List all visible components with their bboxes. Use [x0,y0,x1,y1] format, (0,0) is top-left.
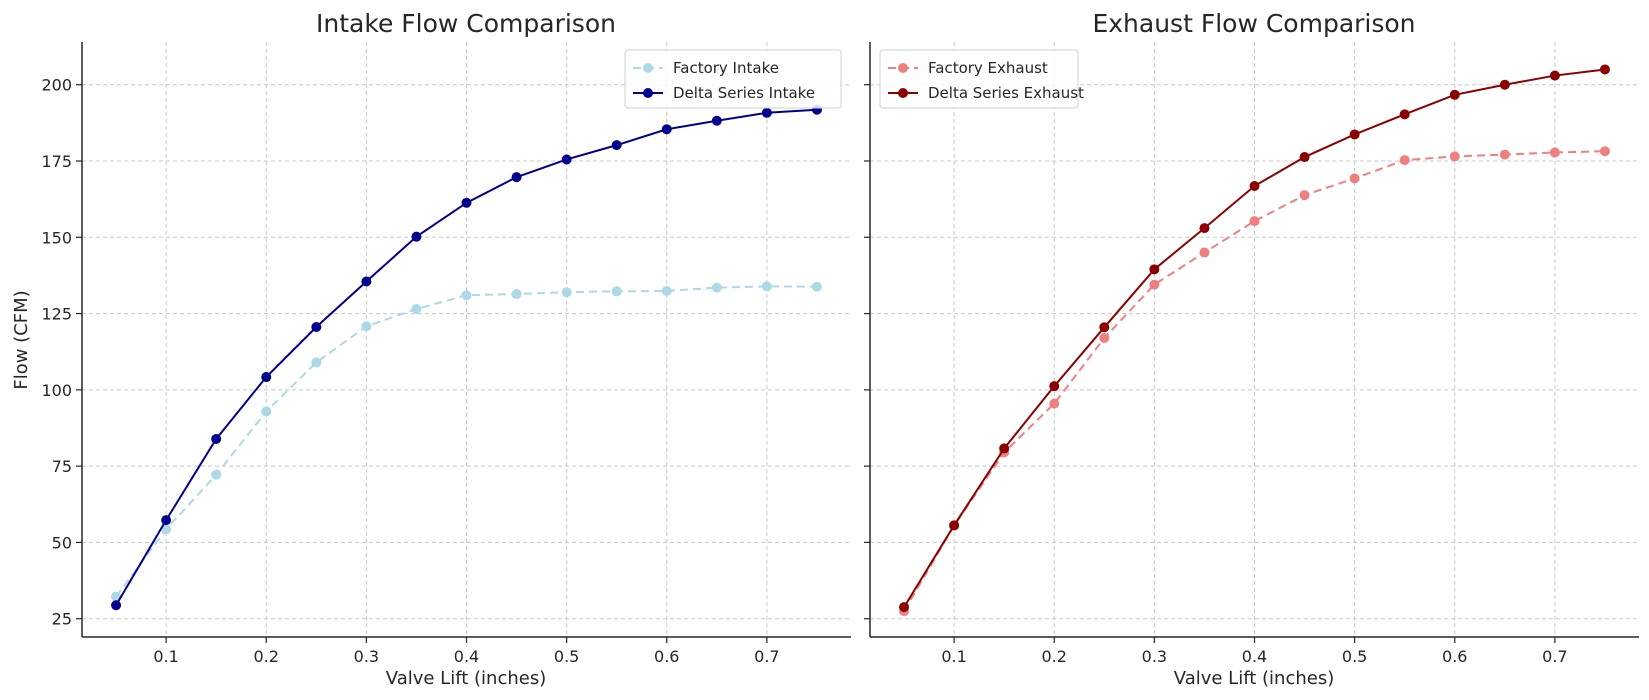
x-tick-label: 0.7 [754,647,779,666]
y-tick-label: 100 [41,381,72,400]
factory-exhaust-point [1149,279,1160,290]
x-tick-label: 0.3 [354,647,379,666]
delta-series-intake-point [261,372,272,383]
x-tick-label: 0.6 [1442,647,1467,666]
y-tick-label: 50 [52,533,72,552]
factory-intake-point [361,321,372,332]
x-tick-label: 0.4 [1242,647,1267,666]
factory-exhaust-point [1199,247,1210,258]
delta-series-intake-point [511,172,522,183]
delta-series-exhaust-point [1199,223,1210,234]
factory-exhaust-point [1599,146,1610,157]
x-tick-label: 0.1 [153,647,178,666]
delta-series-intake-point [411,231,422,242]
factory-intake-point [711,282,722,293]
delta-series-intake-point [111,600,122,611]
delta-series-exhaust-point [1299,152,1310,163]
x-tick-label: 0.4 [454,647,479,666]
intake-chart: Intake Flow Comparison Valve Lift (inche… [11,9,851,689]
x-tick-label: 0.2 [1042,647,1067,666]
legend-label: Factory Intake [673,59,779,77]
exhaust-chart-title: Exhaust Flow Comparison [1092,9,1415,38]
delta-series-intake-point [161,515,172,526]
x-tick-label: 0.1 [941,647,966,666]
delta-series-exhaust-point [1049,381,1060,392]
exhaust-legend [879,49,1079,109]
x-tick-label: 0.5 [554,647,579,666]
delta-series-intake-point [611,140,622,151]
factory-intake-point [311,357,322,368]
delta-series-intake-point [761,107,772,118]
factory-exhaust-point [1499,149,1510,160]
intake-x-axis-label: Valve Lift (inches) [386,668,546,689]
delta-series-intake-point [461,197,472,208]
delta-series-exhaust-point [1149,264,1160,275]
y-tick-label: 25 [52,610,72,629]
factory-intake-point [561,287,572,298]
delta-series-exhaust-point [1449,89,1460,100]
legend-swatch-marker [643,63,653,73]
factory-exhaust-point [1249,216,1260,227]
delta-series-exhaust-point [899,602,910,613]
factory-intake-point [811,281,822,292]
y-tick-label: 125 [41,305,72,324]
factory-exhaust-point [1349,173,1360,184]
delta-series-exhaust-point [1349,129,1360,140]
exhaust-x-axis-label: Valve Lift (inches) [1174,668,1334,689]
exhaust-chart: Exhaust Flow Comparison Valve Lift (inch… [864,9,1639,689]
factory-exhaust-point [1549,147,1560,158]
delta-series-exhaust-point [1099,322,1110,333]
x-tick-label: 0.3 [1142,647,1167,666]
y-tick-label: 150 [41,228,72,247]
legend-label: Factory Exhaust [928,59,1048,77]
delta-series-exhaust-point [1249,181,1260,192]
delta-series-intake-point [211,433,222,444]
legend-label: Delta Series Exhaust [928,84,1084,102]
x-tick-label: 0.5 [1342,647,1367,666]
factory-exhaust-point [1399,155,1410,166]
y-tick-label: 75 [52,457,72,476]
factory-intake-point [261,406,272,417]
intake-y-axis-label: Flow (CFM) [11,290,32,389]
factory-intake-point [411,303,422,314]
factory-intake-point [511,289,522,300]
y-tick-label: 200 [41,76,72,95]
delta-series-intake-point [361,276,372,287]
x-tick-label: 0.2 [254,647,279,666]
factory-intake-point [661,285,672,296]
x-tick-label: 0.6 [654,647,679,666]
factory-exhaust-point [1099,332,1110,343]
y-tick-label: 175 [41,152,72,171]
intake-chart-title: Intake Flow Comparison [316,9,616,38]
delta-series-exhaust-point [1549,70,1560,81]
delta-series-intake-point [311,321,322,332]
legend-swatch-marker [898,88,908,98]
delta-series-exhaust-point [1399,109,1410,120]
factory-intake-point [461,290,472,301]
factory-intake-point [761,281,772,292]
legend-swatch-marker [643,88,653,98]
delta-series-intake-point [661,124,672,135]
intake-legend [624,49,842,109]
factory-intake-point [211,469,222,480]
factory-exhaust-line [903,150,1605,612]
x-tick-label: 0.7 [1542,647,1567,666]
legend-label: Delta Series Intake [673,84,815,102]
factory-intake-point [611,286,622,297]
factory-exhaust-point [1049,398,1060,409]
delta-series-exhaust-point [999,443,1010,454]
delta-series-intake-point [711,115,722,126]
delta-series-exhaust-point [1599,64,1610,75]
legend-swatch-marker [898,63,908,73]
factory-intake-point [161,524,172,535]
delta-series-exhaust-point [949,520,960,531]
factory-exhaust-point [1449,151,1460,162]
delta-series-intake-point [561,154,572,165]
delta-series-exhaust-point [1499,79,1510,90]
factory-exhaust-point [1299,190,1310,201]
